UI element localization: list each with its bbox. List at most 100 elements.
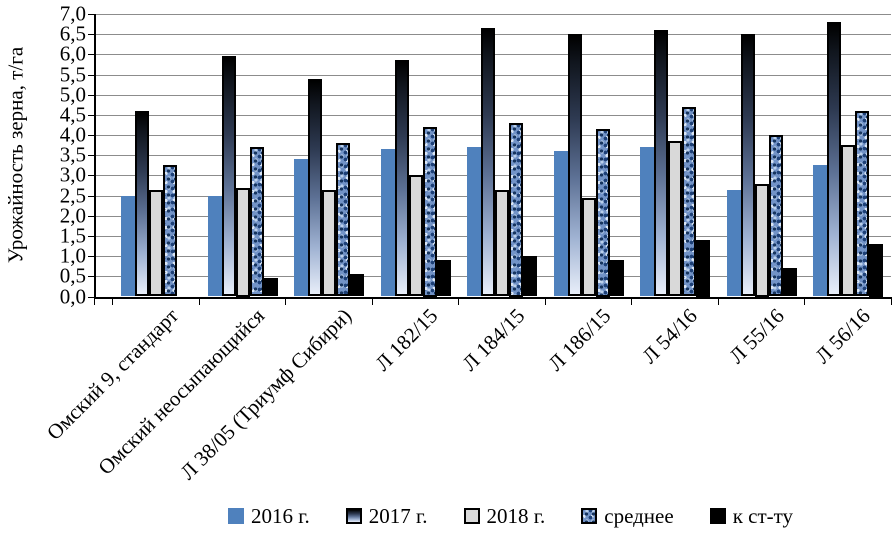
bar-y2018	[581, 197, 596, 297]
y-axis-tick-label: 6,0	[59, 41, 86, 66]
legend-item-mean: среднее	[581, 503, 674, 528]
bar-y2018	[149, 189, 163, 297]
bar-mean	[509, 123, 524, 297]
bar-vs_standard	[782, 268, 797, 297]
bar-vs_standard	[436, 260, 451, 297]
bar-y2016	[553, 151, 568, 297]
bar-y2017	[308, 78, 323, 297]
y-axis-tick-label: 5,5	[59, 62, 86, 87]
bar-y2016	[640, 147, 655, 297]
x-axis-tick	[198, 298, 200, 305]
y-axis-tick	[88, 215, 95, 217]
y-axis-tick-label: 0,0	[59, 284, 86, 308]
x-axis-tick	[544, 298, 546, 305]
x-axis-category-label: Л 38/05 (Триумф Сибири)	[175, 303, 356, 485]
bar-mean	[336, 143, 351, 297]
y-axis-tick-label: 1,5	[59, 223, 86, 248]
legend-swatch-y2017	[345, 508, 362, 524]
y-axis-title: Урожайность зерна, т/га	[3, 46, 28, 264]
x-axis-category-label: Омский неосыпающийся	[93, 303, 270, 480]
y-axis-tick	[88, 276, 95, 278]
bar-mean	[595, 129, 610, 297]
bar-y2016	[726, 189, 741, 297]
x-axis-tick	[631, 298, 633, 305]
y-axis-tick	[88, 14, 95, 15]
bar-y2016	[380, 149, 395, 297]
x-axis-tick	[458, 298, 460, 305]
legend: 2016 г. 2017 г. 2018 г. среднее к ст-ту	[228, 501, 793, 531]
x-axis-tick	[371, 298, 373, 305]
x-axis-category-label: Л 184/15	[457, 303, 530, 376]
bar-y2016	[294, 159, 309, 297]
bar-y2018	[668, 141, 683, 297]
bar-mean	[249, 147, 264, 297]
y-axis-tick	[88, 155, 95, 157]
bar-mean	[422, 127, 437, 297]
x-axis-category-label: Л 54/16	[637, 303, 703, 369]
y-axis-tick-label: 2,0	[59, 203, 86, 228]
bar-y2016	[813, 165, 828, 297]
bar-y2017	[654, 30, 669, 297]
y-axis-tick	[88, 114, 95, 116]
y-axis-tick-label: 5,0	[59, 82, 86, 107]
legend-label: 2016 г.	[251, 503, 310, 528]
y-axis-tick	[88, 54, 95, 56]
y-axis-tick-label: 7,0	[59, 1, 86, 26]
y-axis-tick	[88, 296, 95, 298]
x-axis-tick	[285, 298, 287, 305]
bar-y2018	[495, 189, 510, 297]
bar-vs_standard	[350, 274, 365, 297]
x-axis-line	[94, 296, 892, 299]
y-axis-tick	[88, 235, 95, 237]
bar-y2016	[121, 195, 135, 297]
bar-y2018	[841, 145, 856, 297]
bar-y2018	[754, 183, 769, 297]
y-axis-tick-label: 6,5	[59, 21, 86, 46]
bar-mean	[682, 106, 697, 297]
y-axis-line	[94, 14, 96, 299]
y-axis-tick	[88, 94, 95, 96]
y-axis-tick-label: 4,0	[59, 122, 86, 147]
bar-y2017	[221, 56, 236, 297]
legend-swatch-y2018	[463, 508, 480, 524]
x-axis-tick	[804, 298, 806, 305]
bar-y2018	[408, 175, 423, 297]
x-axis-tick	[112, 298, 113, 305]
legend-swatch-y2016	[228, 508, 244, 524]
bar-mean	[163, 165, 177, 297]
bar-vs_standard	[263, 278, 278, 297]
bar-mean	[768, 135, 783, 297]
x-axis-tick	[94, 298, 95, 305]
bar-y2017	[567, 34, 582, 297]
legend-item-vs_standard: к ст-ту	[709, 505, 793, 527]
bar-y2017	[135, 110, 149, 297]
legend-swatch-vs_standard	[709, 508, 726, 524]
bar-vs_standard	[869, 244, 884, 297]
bar-y2016	[467, 147, 482, 297]
y-axis-tick-label: 4,5	[59, 102, 86, 127]
bar-y2017	[827, 22, 842, 297]
y-axis-tick-label: 2,5	[59, 183, 86, 208]
y-axis-tick	[88, 74, 95, 76]
y-axis-tick-label: 1,0	[59, 243, 86, 268]
bar-y2017	[740, 34, 755, 297]
legend-item-y2017: 2017 г.	[345, 503, 428, 528]
legend-label: 2017 г.	[368, 503, 428, 528]
legend-label: 2018 г.	[486, 503, 546, 528]
bar-mean	[855, 110, 870, 297]
x-axis-category-label: Л 186/15	[543, 303, 616, 376]
legend-label: среднее	[604, 503, 674, 528]
y-axis-tick-label: 3,5	[59, 142, 86, 167]
legend-item-y2018: 2018 г.	[463, 503, 546, 528]
gridline	[95, 14, 891, 15]
x-axis-category-label: Л 55/16	[724, 303, 789, 369]
legend-swatch-mean	[581, 508, 598, 524]
legend-item-y2016: 2016 г.	[228, 503, 310, 528]
y-axis-tick	[88, 175, 95, 177]
bar-vs_standard	[523, 256, 538, 297]
x-axis-tick	[891, 298, 892, 305]
x-axis-category-label: Л 56/16	[810, 303, 876, 369]
bar-vs_standard	[609, 260, 624, 297]
bar-y2018	[322, 189, 337, 297]
bar-y2017	[481, 28, 496, 297]
